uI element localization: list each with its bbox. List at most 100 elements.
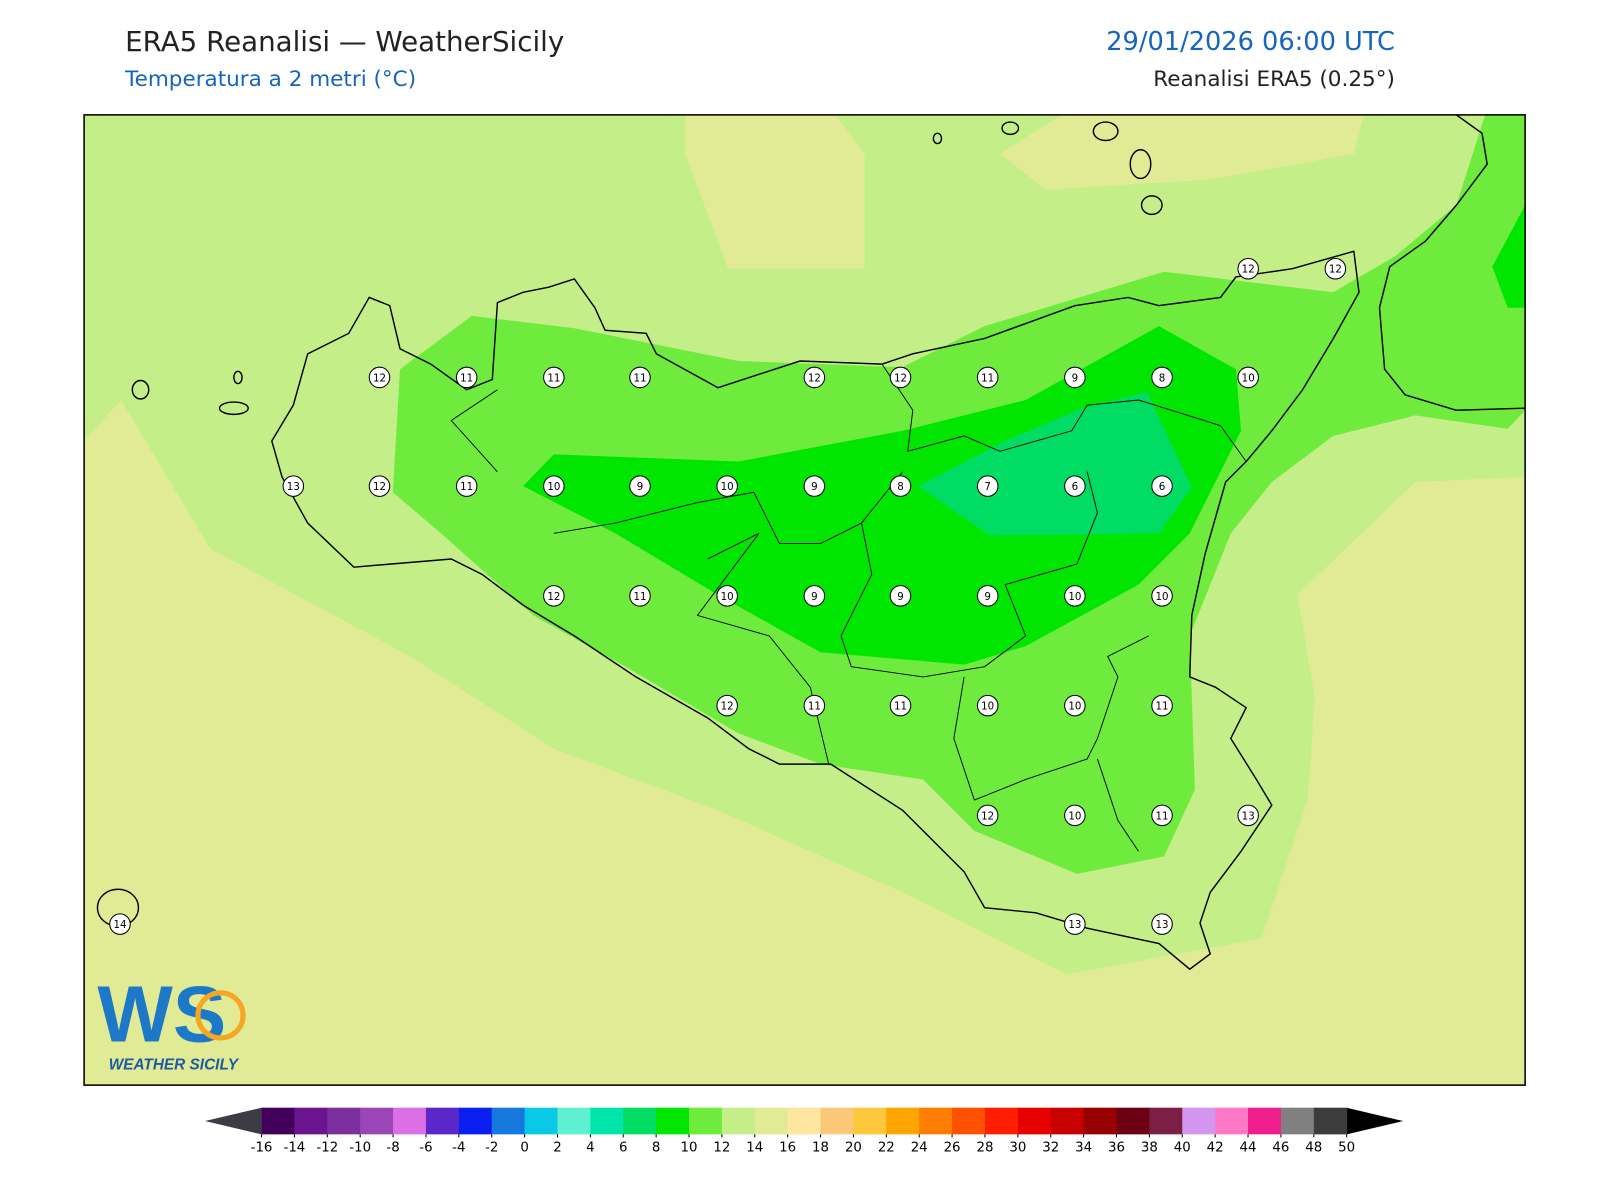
station-value: 9: [637, 481, 644, 493]
colorbar-tick-label: 12: [713, 1141, 730, 1156]
station-value: 11: [981, 372, 994, 384]
colorbar-segment: [886, 1107, 920, 1135]
colorbar-segment: [1280, 1107, 1315, 1135]
colorbar-segment: [425, 1107, 460, 1135]
colorbar-tick-label: 20: [845, 1141, 862, 1156]
station-marker: [455, 366, 478, 389]
station-marker: [543, 585, 565, 607]
colorbar-segment: [1116, 1107, 1150, 1135]
station-marker: [629, 585, 651, 607]
station-marker: [1151, 913, 1173, 935]
station-marker: [1064, 475, 1086, 497]
station-marker: [368, 366, 391, 389]
colorbar-segment: [557, 1107, 591, 1135]
colorbar-tick-label: 50: [1338, 1141, 1355, 1156]
station-marker: [1064, 694, 1086, 717]
colorbar-segment: [393, 1107, 427, 1135]
colorbar-tick-label: 4: [586, 1141, 594, 1156]
station-value: 11: [808, 701, 821, 713]
station-value: 10: [547, 481, 560, 493]
station-value: 11: [460, 372, 473, 384]
colorbar-segment: [689, 1107, 723, 1135]
station-marker: [803, 585, 826, 607]
station-marker: [543, 475, 565, 497]
station-marker: [629, 475, 651, 497]
colorbar-tick-label: 2: [553, 1141, 561, 1156]
colorbar-segment: [1182, 1107, 1216, 1135]
colorbar-tick-label: 22: [878, 1141, 895, 1156]
colorbar-segment: [1083, 1107, 1118, 1135]
station-value: 12: [981, 810, 994, 822]
colorbar-segment: [261, 1107, 295, 1135]
colorbar-segment: [919, 1107, 953, 1135]
colorbar-segment: [1149, 1107, 1183, 1135]
station-value: 6: [1159, 481, 1166, 493]
station-value: 10: [1242, 372, 1255, 384]
colorbar-tick-label: 26: [944, 1141, 961, 1156]
station-value: 12: [373, 481, 386, 493]
station-marker: [1324, 257, 1347, 280]
colorbar-tick-label: 10: [681, 1141, 698, 1156]
station-value: 7: [984, 481, 991, 493]
station-marker: [716, 475, 738, 497]
colorbar-segment: [458, 1107, 493, 1135]
colorbar-tick-label: 8: [652, 1141, 660, 1156]
station-marker: [109, 913, 131, 935]
colorbar-tick-label: 36: [1108, 1141, 1125, 1156]
colorbar-segment: [327, 1107, 361, 1135]
station-value: 11: [460, 481, 473, 493]
logo-sun: [195, 990, 246, 1041]
station-value: 11: [633, 372, 646, 384]
station-marker: [1064, 913, 1086, 935]
logo-letters: WS: [97, 970, 226, 1059]
colorbar-segment: [656, 1107, 690, 1135]
subtitle: Temperatura a 2 metri (°C): [124, 67, 416, 92]
colorbar-tick-label: 14: [746, 1141, 763, 1156]
station-marker: [1151, 475, 1173, 497]
colorbar-tick-label: 46: [1272, 1141, 1289, 1156]
title: ERA5 Reanalisi — WeatherSicily: [125, 25, 564, 58]
station-marker: [282, 475, 305, 497]
station-value: 12: [547, 591, 560, 603]
station-marker: [1064, 366, 1086, 389]
colorbar-segment: [524, 1107, 558, 1135]
colorbar-tick-label: 6: [619, 1141, 627, 1156]
station-value: 9: [984, 591, 991, 603]
colorbar-extend-high: [1346, 1107, 1404, 1135]
station-marker: [1237, 804, 1259, 827]
station-marker: [629, 366, 651, 389]
colorbar-segment: [360, 1107, 394, 1135]
colorbar-tick-label: 16: [779, 1141, 796, 1156]
station-value: 9: [811, 481, 818, 493]
band-14-16: [685, 114, 865, 269]
station-value: 10: [1068, 591, 1081, 603]
station-marker: [889, 475, 912, 497]
station-marker: [976, 366, 999, 389]
coastline: [96, 114, 1526, 971]
station-value: 14: [113, 919, 126, 931]
station-marker: [1151, 366, 1173, 389]
logo: WS WEATHER SICILY: [97, 970, 246, 1074]
colorbar: -16 -14 -12 -10 -8 -6 -4 -2 0 2 4 6 8 10 12 14 16 18 20 22 2…: [205, 1107, 1404, 1156]
station-value: 12: [808, 372, 821, 384]
station-value: 13: [1156, 919, 1169, 931]
station-value: 13: [1242, 810, 1255, 822]
station-marker: [1064, 585, 1086, 607]
station-value: 12: [373, 372, 386, 384]
colorbar-segment: [787, 1107, 822, 1135]
colorbar-tick-label: 32: [1042, 1141, 1059, 1156]
station-marker: [976, 804, 999, 827]
colorbar-segment: [623, 1107, 657, 1135]
station-value: 12: [894, 372, 907, 384]
station-value: 9: [1072, 372, 1079, 384]
station-marker: [368, 475, 391, 497]
station-value: 8: [1159, 372, 1166, 384]
station-labels: 12 12 12 11 11 11 12 12 11 9 8 10 13 12 11 10 9 10 9 8 7 6 6 12…: [109, 257, 1347, 935]
colorbar-segment: [1215, 1107, 1249, 1135]
colorbar-segment: [1017, 1107, 1052, 1135]
colorbar-segment: [721, 1107, 756, 1135]
station-value: 11: [1156, 810, 1169, 822]
band-6-8: [917, 391, 1192, 536]
